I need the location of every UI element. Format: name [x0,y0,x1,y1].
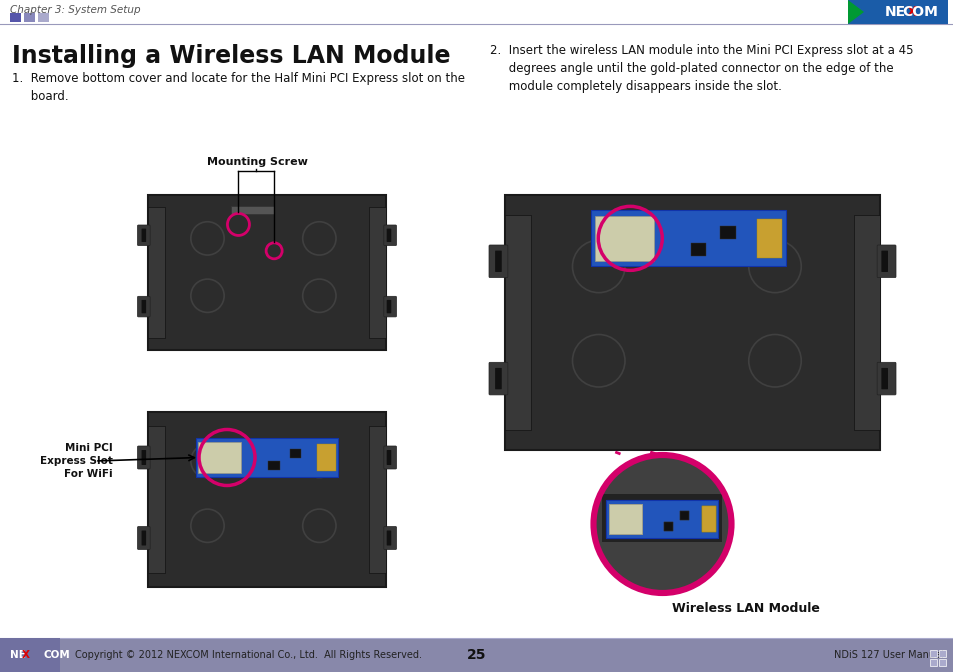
Bar [757,218,781,258]
Bar [606,500,718,538]
Bar [290,449,301,458]
Text: 2.  Insert the wireless LAN module into the Mini PCI Express slot at a 45
     d: 2. Insert the wireless LAN module into t… [490,44,913,93]
Bar [316,444,335,471]
Text: Installing a Wireless LAN Module: Installing a Wireless LAN Module [12,44,450,68]
FancyBboxPatch shape [386,530,391,546]
Bar [701,505,716,532]
Bar [268,460,279,470]
Bar [369,426,386,573]
Bar [0,638,60,672]
FancyBboxPatch shape [141,300,146,313]
FancyBboxPatch shape [137,526,150,550]
Text: 25: 25 [467,648,486,662]
Bar [679,511,689,519]
Bar [847,0,947,24]
Bar [148,195,386,350]
Bar [690,243,705,256]
Text: Wireless LAN Module: Wireless LAN Module [672,602,820,615]
FancyBboxPatch shape [383,296,396,317]
Bar [38,13,49,22]
Bar [608,503,641,534]
Bar [369,208,386,337]
FancyBboxPatch shape [386,300,391,313]
Bar [929,659,936,666]
Bar [148,208,165,337]
FancyBboxPatch shape [876,245,895,278]
Bar [602,494,721,542]
FancyBboxPatch shape [489,245,507,278]
FancyBboxPatch shape [383,526,396,550]
Bar [195,438,338,476]
Polygon shape [847,0,863,24]
FancyBboxPatch shape [881,368,887,389]
FancyBboxPatch shape [141,530,146,546]
FancyBboxPatch shape [495,368,501,389]
Bar [504,195,879,450]
Text: X: X [22,650,30,660]
Bar [10,13,21,22]
FancyBboxPatch shape [386,450,391,465]
Bar [591,210,785,266]
Text: Chapter 3: System Setup: Chapter 3: System Setup [10,5,140,15]
Bar [608,503,641,534]
Text: NE: NE [884,5,905,19]
Bar [720,226,735,239]
FancyBboxPatch shape [137,446,150,469]
Bar [663,522,672,532]
Text: COM: COM [902,5,937,19]
FancyBboxPatch shape [489,362,507,395]
FancyBboxPatch shape [141,228,146,242]
Circle shape [592,454,732,594]
FancyBboxPatch shape [137,225,150,245]
Bar [198,442,241,473]
Text: Mini PCI
Express Slot
For WiFi: Mini PCI Express Slot For WiFi [40,443,112,479]
Bar [853,216,879,429]
Text: NDiS 127 User Manual: NDiS 127 User Manual [833,650,943,660]
Bar [231,206,274,214]
FancyBboxPatch shape [141,450,146,465]
Bar [148,412,386,587]
Bar [938,659,945,666]
Bar [0,638,953,672]
Bar [929,650,936,657]
FancyBboxPatch shape [881,251,887,272]
Text: Mounting Screw: Mounting Screw [207,157,308,167]
FancyBboxPatch shape [386,228,391,242]
Text: 1.  Remove bottom cover and locate for the Half Mini PCI Express slot on the
   : 1. Remove bottom cover and locate for th… [12,72,464,103]
Bar [595,216,653,261]
Bar [504,216,531,429]
Text: NE: NE [10,650,26,660]
FancyBboxPatch shape [876,362,895,395]
Bar [24,13,35,22]
FancyBboxPatch shape [383,446,396,469]
Text: COM: COM [44,650,71,660]
Text: Copyright © 2012 NEXCOM International Co., Ltd.  All Rights Reserved.: Copyright © 2012 NEXCOM International Co… [75,650,421,660]
Bar [679,511,689,519]
FancyBboxPatch shape [495,251,501,272]
Bar [701,505,716,532]
FancyBboxPatch shape [383,225,396,245]
Bar [938,650,945,657]
FancyBboxPatch shape [137,296,150,317]
Bar [606,500,718,538]
Bar [663,522,672,532]
Text: X: X [905,5,917,19]
Bar [148,426,165,573]
